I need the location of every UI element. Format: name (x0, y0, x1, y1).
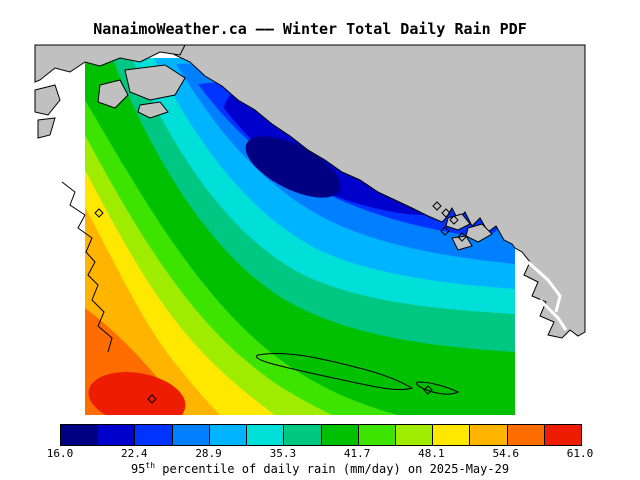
colorbar-segment (507, 425, 545, 445)
island-outline (124, 64, 186, 101)
long-island-outline (255, 352, 414, 391)
station-marker (423, 385, 433, 395)
station-markers (94, 201, 467, 404)
colorbar-segment (395, 425, 434, 445)
colorbar-segment (247, 425, 285, 445)
caption-ordinal: th (145, 461, 156, 470)
colorbar-segment (358, 425, 396, 445)
inlet-channel (526, 260, 562, 313)
island-outline (137, 101, 169, 119)
colorbar-segment (321, 425, 359, 445)
colorbar-tick-label: 41.7 (343, 447, 371, 460)
station-marker (432, 201, 442, 211)
colorbar-tick-labels: 16.0 22.4 28.9 35.3 41.7 48.1 54.6 61.0 (47, 447, 594, 461)
mainland-landmass (158, 44, 586, 339)
colorbar-caption: 95th percentile of daily rain (mm/day) o… (0, 461, 640, 476)
station-marker (94, 208, 104, 218)
colorbar-tick-label: 22.4 (121, 447, 148, 460)
colorbar-tick-label: 61.0 (566, 447, 594, 460)
colorbar-segment (135, 425, 173, 445)
colorbar-segment (98, 425, 136, 445)
colorbar-tick-label: 16.0 (46, 447, 74, 460)
colorbar-segment (433, 425, 471, 445)
colorbar-tick-label: 54.6 (492, 447, 519, 460)
station-marker (440, 226, 450, 236)
island-outline (451, 235, 473, 251)
station-marker (147, 394, 157, 404)
contour-core-navy-minimum (245, 136, 341, 198)
colorbar-segment (172, 425, 210, 445)
island-outline (97, 79, 129, 109)
island-outline (465, 223, 493, 243)
colorbar-segment (209, 425, 248, 445)
northwest-land-strip (34, 44, 186, 83)
colorbar-segment (470, 425, 508, 445)
colorbar (60, 424, 582, 446)
station-marker (441, 208, 451, 218)
west-coastline (61, 181, 113, 353)
colorbar-segment (61, 425, 99, 445)
colorbar-tick-label: 35.3 (269, 447, 297, 460)
plot-title: NanaimoWeather.ca —— Winter Total Daily … (93, 20, 527, 38)
colorbar-segment (284, 425, 322, 445)
island-outline (34, 84, 61, 116)
colorbar-segment (544, 425, 582, 445)
station-marker (449, 215, 459, 225)
colorbar-tick-label: 28.9 (195, 447, 222, 460)
caption-number: 95 (130, 462, 146, 476)
small-island-outline (415, 381, 460, 395)
inlet-channel (538, 298, 568, 331)
station-marker (457, 232, 467, 242)
caption-text: percentile of daily rain (mm/day) on 202… (155, 462, 510, 476)
colorbar-tick-label: 48.1 (418, 447, 445, 460)
island-outline (37, 117, 56, 139)
contour-core-red-maximum (88, 372, 186, 415)
